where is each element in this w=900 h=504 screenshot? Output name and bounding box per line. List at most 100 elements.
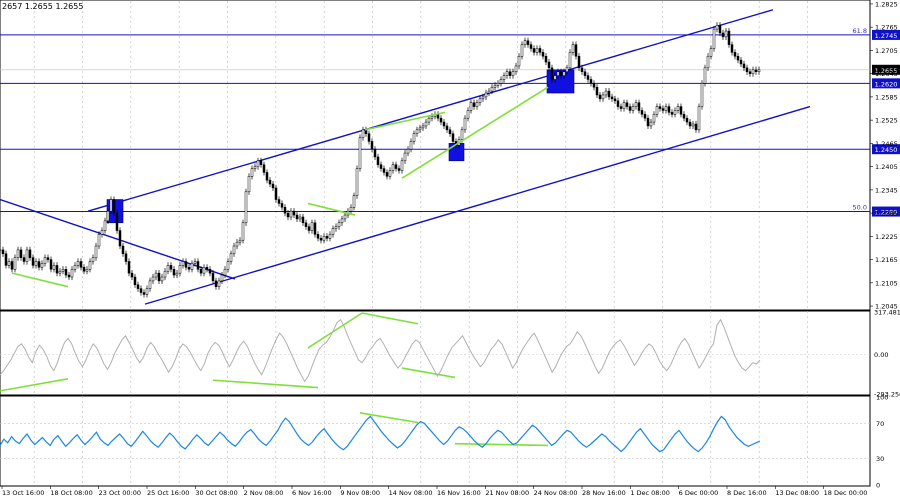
price-candle xyxy=(256,160,260,167)
price-candle xyxy=(178,265,182,274)
price-candle xyxy=(241,222,245,241)
price-candle xyxy=(427,117,431,123)
price-candle xyxy=(538,48,542,53)
rsi-panel xyxy=(0,395,871,487)
price-candle xyxy=(322,236,326,241)
price-candle xyxy=(721,32,725,38)
cci-line xyxy=(0,318,761,383)
price-candle xyxy=(118,230,122,247)
price-candle xyxy=(697,106,701,131)
price-candle xyxy=(10,261,14,270)
price-candle xyxy=(622,102,626,109)
price-candle xyxy=(634,102,638,107)
price-candle xyxy=(226,261,230,270)
level-label: 1.2450 xyxy=(875,146,898,154)
price-candle xyxy=(91,257,95,262)
price-candle xyxy=(718,24,722,34)
price-candle xyxy=(181,261,185,266)
price-candle xyxy=(133,276,137,286)
rsi-tick-label: 0 xyxy=(876,482,880,490)
price-divergence-line xyxy=(11,272,69,288)
price-candle xyxy=(571,44,575,53)
price-candle xyxy=(19,249,23,258)
price-candle xyxy=(193,261,197,264)
x-tick-label: 25 Oct 16:00 xyxy=(147,489,189,497)
x-tick-label: 16 Nov 16:00 xyxy=(437,489,481,497)
x-tick-label: 18 Dec 00:00 xyxy=(824,489,868,497)
price-candle xyxy=(757,69,761,72)
price-candle xyxy=(406,148,410,154)
price-candle xyxy=(577,55,581,69)
price-candle xyxy=(682,114,686,119)
level-badge xyxy=(872,206,900,217)
price-candle xyxy=(700,83,704,107)
price-candle xyxy=(580,67,584,72)
price-candle xyxy=(715,24,719,30)
price-candle xyxy=(247,176,251,193)
price-candle xyxy=(664,106,668,111)
price-candle xyxy=(358,137,362,169)
cci-series xyxy=(0,318,870,383)
price-candle xyxy=(661,108,665,111)
price-candle xyxy=(43,257,47,264)
price-candle xyxy=(253,166,257,169)
price-candle xyxy=(430,116,434,119)
price-candle xyxy=(409,141,413,150)
price-candle xyxy=(49,259,53,270)
price-candle xyxy=(4,253,8,266)
price-candle xyxy=(265,172,269,181)
price-candle xyxy=(739,59,743,65)
price-candle xyxy=(316,234,320,239)
y-tick-label: 1.2225 xyxy=(875,233,898,241)
y-tick-label: 1.2645 xyxy=(875,70,898,78)
y-tick-label: 1.2705 xyxy=(875,47,898,55)
price-candle xyxy=(727,30,731,45)
cci-divergence-line xyxy=(307,312,363,349)
price-candle xyxy=(70,269,74,278)
price-candle xyxy=(337,222,341,227)
price-candle xyxy=(76,261,80,266)
price-candle xyxy=(382,168,386,173)
price-candle xyxy=(688,121,692,127)
x-tick-label: 9 Nov 08:00 xyxy=(340,489,380,497)
price-candle xyxy=(301,216,305,224)
price-candle xyxy=(529,44,533,49)
price-candle xyxy=(286,212,290,218)
price-candle xyxy=(130,272,134,278)
rsi-divergence-line xyxy=(454,442,549,447)
price-candle xyxy=(541,52,545,57)
price-candle xyxy=(145,288,149,295)
price-candle xyxy=(154,272,158,278)
price-candle xyxy=(103,220,107,231)
price-candle xyxy=(58,270,62,274)
price-candle xyxy=(304,222,308,227)
level-label: 1.2620 xyxy=(875,80,898,88)
price-candle xyxy=(385,172,389,177)
price-candle xyxy=(466,110,470,119)
price-candle xyxy=(604,90,608,96)
price-candle xyxy=(46,257,50,260)
price-candle xyxy=(490,86,494,92)
price-candle xyxy=(544,55,548,63)
price-candle xyxy=(412,133,416,142)
y-axis-labels: 1.2825 1.2765 1.2705 1.2645 1.2585 1.2525 1.24… xyxy=(870,0,900,490)
price-candle xyxy=(559,71,563,76)
y-tick-label: 1.2045 xyxy=(875,303,898,311)
price-candle xyxy=(442,121,446,127)
price-candle xyxy=(643,114,647,119)
rsi-divergence-line xyxy=(359,412,419,424)
price-candle xyxy=(280,203,284,208)
price-candle xyxy=(106,210,110,222)
price-candle xyxy=(262,164,266,173)
price-candle xyxy=(499,79,503,84)
x-tick-label: 13 Dec 08:00 xyxy=(775,489,819,497)
price-candle xyxy=(646,117,650,127)
rsi-tick-label: 100 xyxy=(876,394,888,402)
horizontal-levels: 61.8 1.2745 1.2620 1.2450 50.0 1.2289 1.2655 xyxy=(0,27,900,217)
price-candle xyxy=(595,86,599,96)
price-candle xyxy=(148,280,152,289)
price-candle xyxy=(97,234,101,247)
price-candle xyxy=(307,226,311,231)
y-tick-label: 1.2585 xyxy=(875,93,898,101)
trendlines xyxy=(0,9,811,305)
